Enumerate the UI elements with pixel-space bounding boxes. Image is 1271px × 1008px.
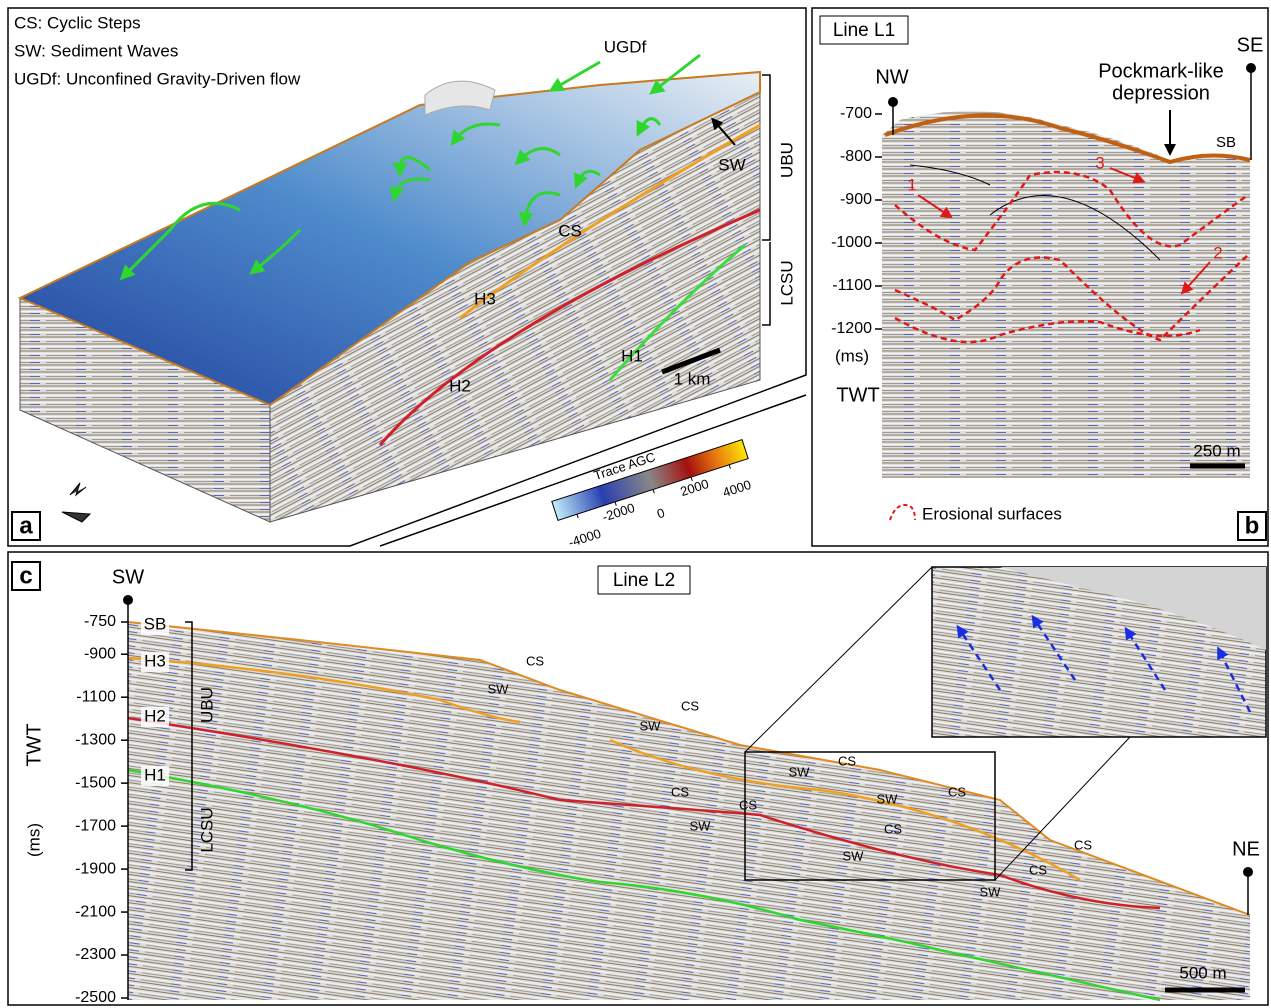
colorbar-tick-label: 0 [655,505,667,522]
legend-entry: CS: Cyclic Steps [14,13,141,32]
sw-label: SW [789,764,811,779]
surface-number: 1 [907,175,916,194]
y-tick-label: -700 [840,105,872,122]
scale-label: 250 m [1193,441,1240,460]
direction-label: NE [1232,838,1260,860]
colorbar-tick-label: -4000 [567,526,603,551]
horizon-label: H3 [474,289,496,308]
axis-label: TWT [836,384,879,406]
scale-label: 1 km [674,369,711,388]
horizon-label: SB [1216,134,1236,151]
y-tick-label: -1100 [832,277,872,294]
y-tick-label: -900 [84,645,116,662]
cs-label: CS [526,653,544,668]
north-arrow [62,483,90,522]
horizon-label: H2 [449,376,471,395]
horizon-label: SB [144,614,167,633]
annotation: CS [558,221,582,240]
unit-label: UBU [197,687,216,723]
cs-label: CS [838,753,856,768]
sw-label: SW [843,848,865,863]
sw-label: SW [488,681,510,696]
y-tick-label: -1700 [75,817,116,834]
y-tick-label: -2500 [75,989,116,1006]
horizon-label: H2 [144,706,166,725]
cs-label: CS [739,797,757,812]
cs-label: CS [884,821,902,836]
y-tick-label: -1500 [75,774,116,791]
cs-label: CS [681,698,699,713]
unit-label: LCSU [777,260,796,305]
legend-entry: SW: Sediment Waves [14,41,178,60]
y-tick-label: -750 [84,613,116,630]
cs-label: CS [1029,862,1047,877]
scale-label: 500 m [1179,963,1226,982]
annotation: UGDf [604,37,647,56]
legend-symbol [890,505,915,520]
panel-label: b [1245,512,1260,539]
direction-label: SE [1237,34,1264,56]
axis-unit: (ms) [24,823,43,857]
tick-mark [653,490,654,494]
sw-label: SW [690,818,712,833]
panel-title: Line L2 [613,570,675,591]
sw-label: SW [980,884,1002,899]
figure: CS: Cyclic Steps SW: Sediment Waves UGDf… [0,0,1271,1008]
y-tick-label: -1900 [75,860,116,877]
y-tick-label: -900 [840,191,872,208]
panel-label: a [19,512,33,539]
sw-label: SW [877,791,899,806]
cs-label: CS [948,784,966,799]
sw-label: SW [640,718,662,733]
horizon-label: H1 [144,765,166,784]
legend-entry: UGDf: Unconfined Gravity-Driven flow [14,69,301,88]
legend-entry: Erosional surfaces [922,504,1062,523]
unit-label: LCSU [197,807,216,852]
annotation: depression [1112,82,1210,104]
y-tick-label: -2100 [75,903,116,920]
y-tick-label: -1300 [75,731,116,748]
y-tick-label: -1100 [76,688,116,705]
y-tick-label: -2300 [75,946,116,963]
panel-title: Line L1 [833,20,895,41]
panel-label: c [19,562,32,589]
cs-label: CS [1074,837,1092,852]
panel-b: 1 2 3 Pockmark-like depression SB Line L… [812,8,1268,546]
tick-mark [577,514,578,518]
panel-a: CS: Cyclic Steps SW: Sediment Waves UGDf… [8,8,806,551]
tick-mark [729,465,730,469]
axis-unit: (ms) [835,346,869,365]
horizon-label: H1 [621,346,643,365]
unit-bracket [762,75,770,325]
unit-label: UBU [777,142,796,178]
y-tick-label: -800 [840,148,872,165]
colorbar-tick-label: 4000 [721,477,753,500]
cs-label: CS [671,784,689,799]
surface-number: 3 [1095,153,1104,172]
annotation: Pockmark-like [1098,60,1224,82]
flow-arrow [555,62,600,88]
y-tick-label: -1200 [831,320,872,337]
y-tick-label: -1000 [831,234,872,251]
direction-label: NW [875,66,908,88]
annotation: SW [718,155,745,174]
direction-label: SW [112,566,144,588]
axis-label: TWT [23,723,45,766]
panel-c: Line L2 SW NE (ms) TWT UBU LCSU 500 m c … [8,552,1268,1006]
horizon-label: H3 [144,651,166,670]
surface-number: 2 [1213,243,1222,262]
